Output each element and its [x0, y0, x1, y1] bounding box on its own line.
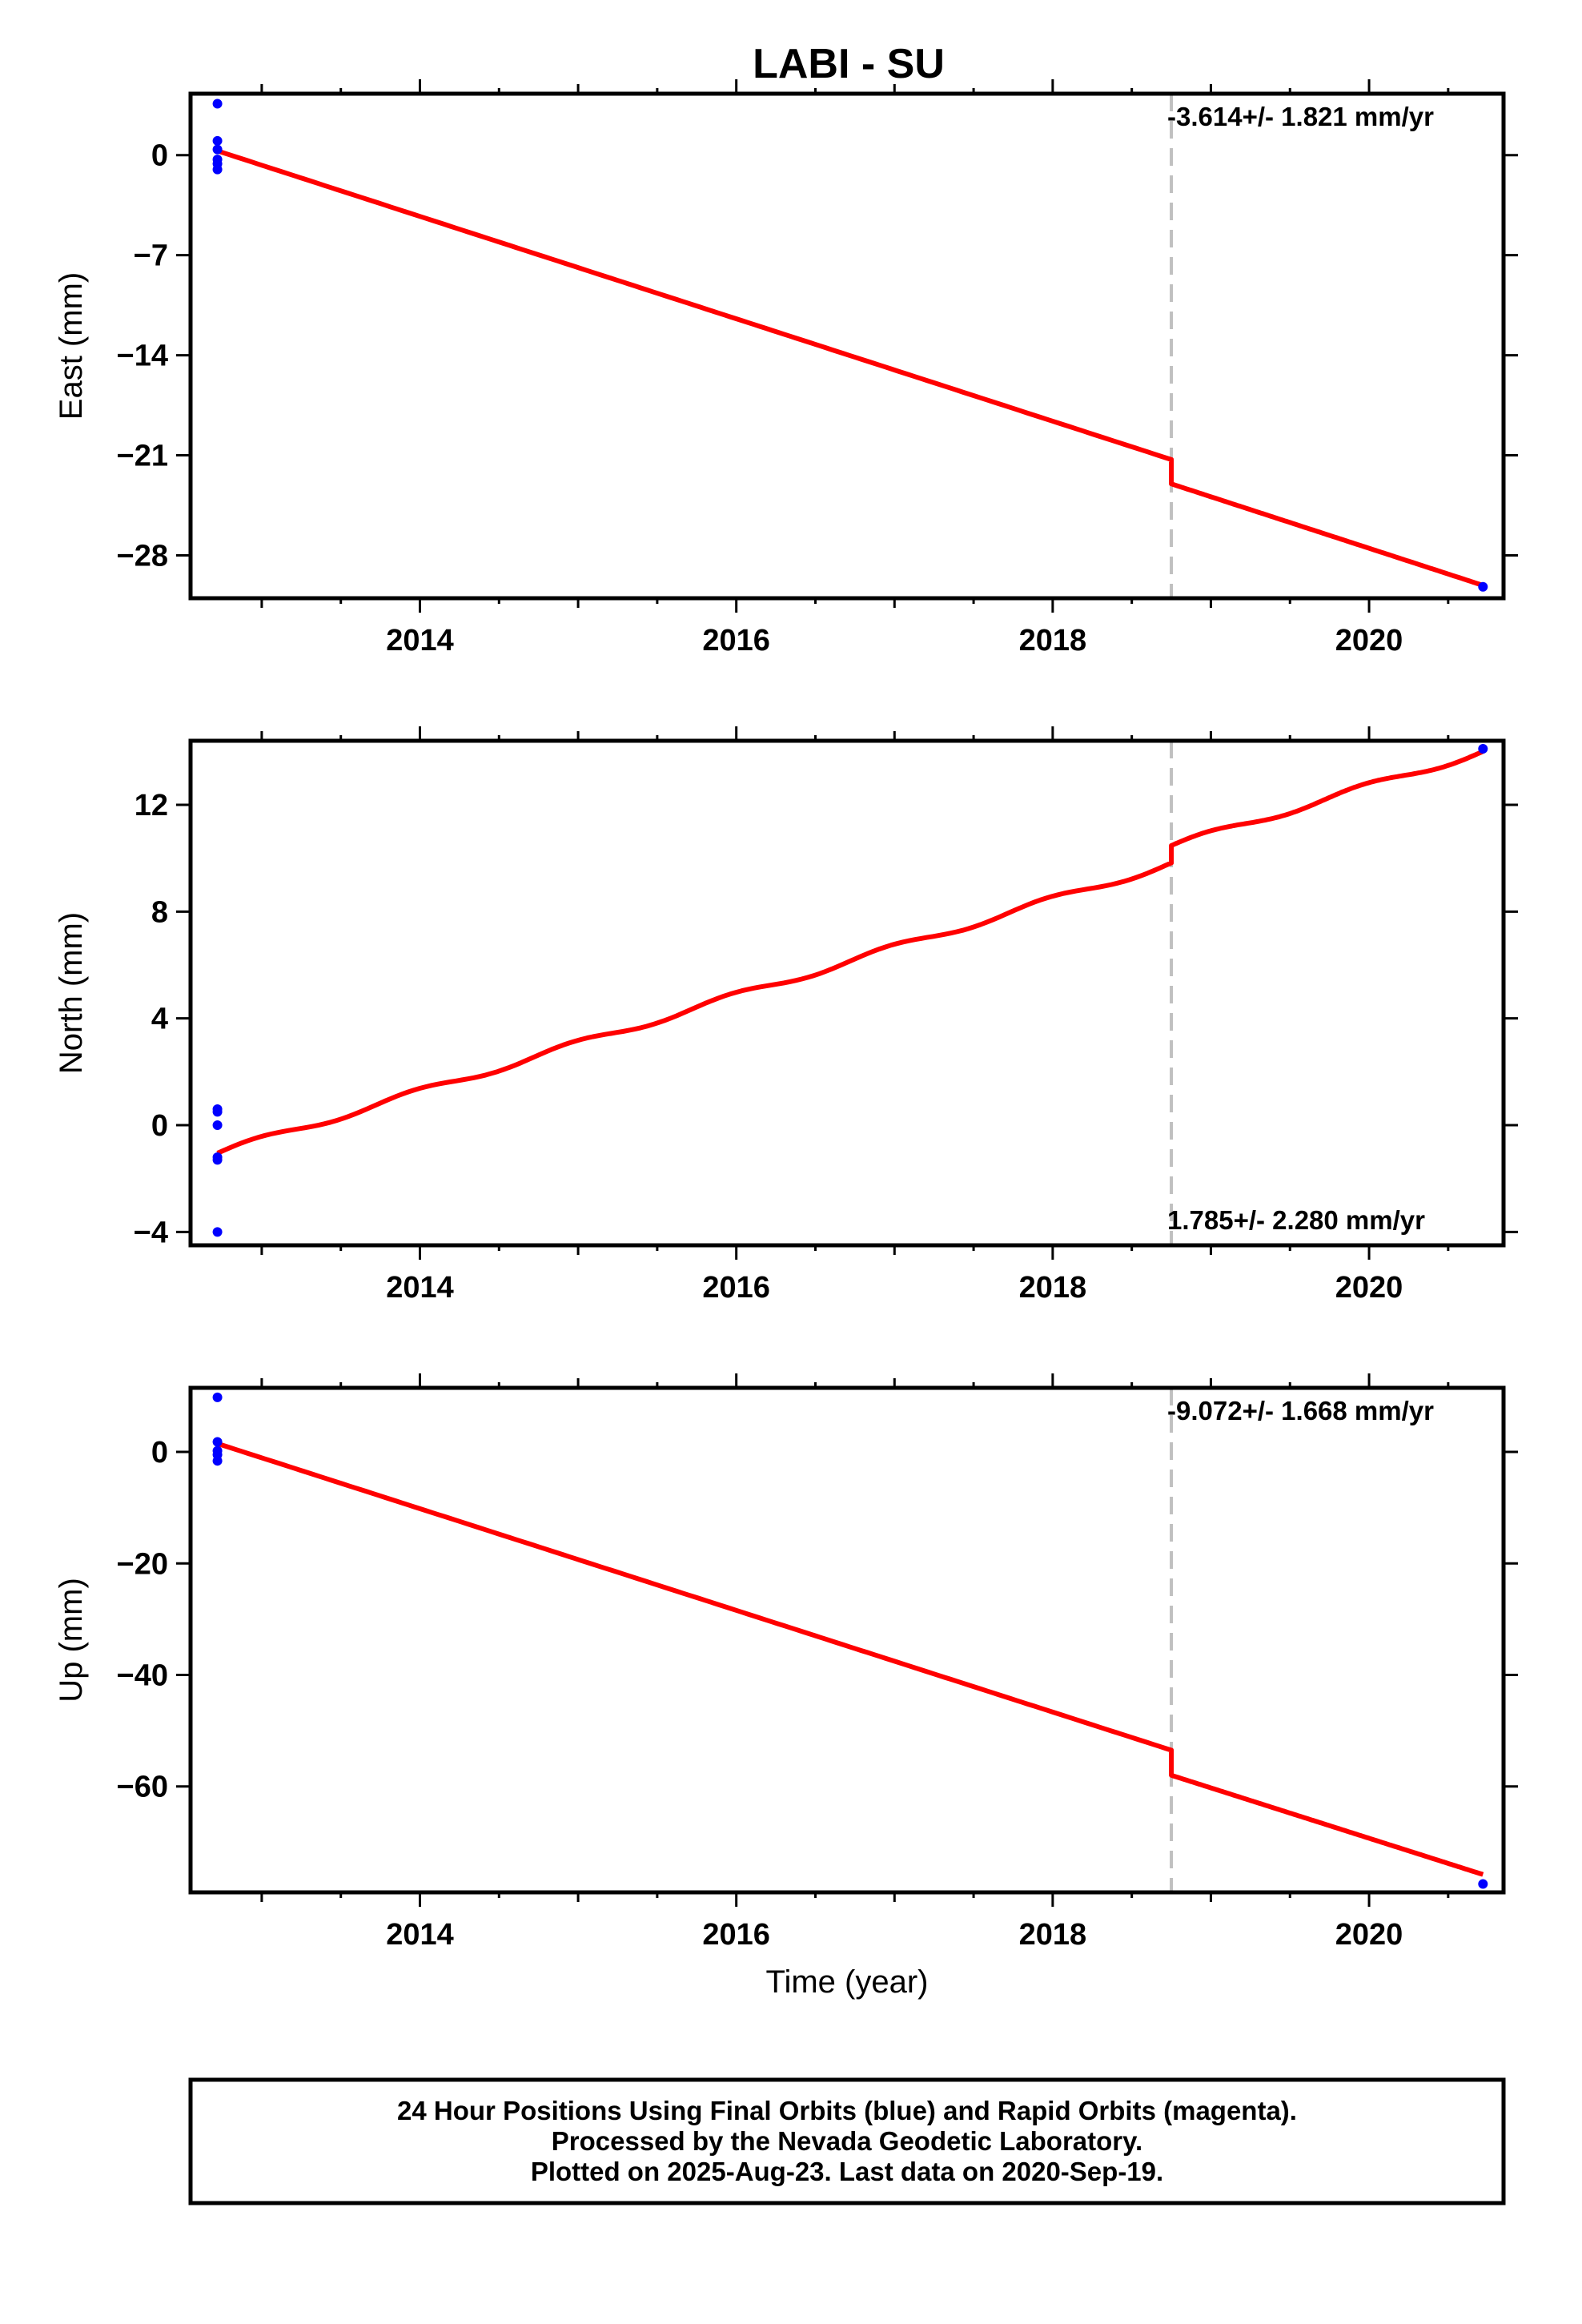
x-tick-label: 2014 — [386, 624, 454, 657]
panel-1: 2014 2016 2018 2020 0 −7 −14 −21 −28 East (mm) -3.… — [54, 79, 1518, 657]
y-tick-label: 0 — [151, 139, 168, 173]
plot-frame — [188, 1385, 1506, 1895]
y-tick-label: 4 — [151, 1003, 168, 1036]
data-point — [212, 135, 223, 146]
x-tick-label: 2016 — [702, 1918, 770, 1952]
fit-line — [216, 749, 1484, 1156]
fit-line — [216, 148, 1484, 588]
data-point — [212, 1107, 223, 1117]
chart-title: LABI - SU — [753, 41, 945, 87]
data-point — [1478, 1879, 1488, 1889]
velocity-label: 1.785+/- 2.280 mm/yr — [1167, 1205, 1425, 1235]
data-point — [212, 1456, 223, 1466]
x-tick-label: 2020 — [1335, 1918, 1403, 1952]
x-tick-label: 2020 — [1335, 624, 1403, 657]
footer-line-3: Plotted on 2025-Aug-23. Last data on 202… — [531, 2157, 1163, 2186]
plot-frame — [188, 91, 1506, 601]
y-tick-label: −14 — [117, 340, 168, 373]
y-tick-label: −4 — [134, 1216, 168, 1249]
x-tick-label: 2014 — [386, 1271, 454, 1305]
panel-2: 2014 2016 2018 2020 12 8 4 0 −4 North (mm) 1.785+/… — [54, 726, 1518, 1305]
data-point — [212, 1392, 223, 1402]
y-tick-label: −28 — [117, 539, 168, 573]
data-point — [1478, 744, 1488, 754]
y-tick-label: 0 — [151, 1109, 168, 1143]
x-tick-label: 2018 — [1019, 1271, 1087, 1305]
data-point — [212, 144, 223, 155]
data-point — [212, 1227, 223, 1237]
data-point — [212, 164, 223, 175]
panels: 2014 2016 2018 2020 0 −7 −14 −21 −28 East (mm) -3.… — [54, 79, 1518, 2000]
x-tick-label: 2014 — [386, 1918, 454, 1952]
footer-box: 24 Hour Positions Using Final Orbits (bl… — [188, 2077, 1506, 2205]
x-tick-label: 2020 — [1335, 1271, 1403, 1305]
x-tick-label: 2018 — [1019, 624, 1087, 657]
x-tick-label: 2016 — [702, 624, 770, 657]
y-axis-label: North (mm) — [54, 912, 89, 1074]
y-axis-label: East (mm) — [54, 272, 89, 420]
y-tick-label: −40 — [117, 1659, 168, 1693]
y-tick-label: 0 — [151, 1436, 168, 1470]
data-point — [1478, 581, 1488, 592]
y-axis-label: Up (mm) — [54, 1578, 89, 1703]
y-tick-label: −20 — [117, 1547, 168, 1581]
data-point — [212, 1120, 223, 1130]
footer-line-1: 24 Hour Positions Using Final Orbits (bl… — [397, 2096, 1297, 2125]
panel-3: 2014 2016 2018 2020 0 −20 −40 −60 Up (mm) Time (y… — [54, 1373, 1518, 2000]
y-tick-label: −60 — [117, 1771, 168, 1804]
footer-line-2: Processed by the Nevada Geodetic Laborat… — [552, 2126, 1142, 2156]
x-axis-label: Time (year) — [766, 1964, 929, 2000]
footer-frame — [188, 2077, 1506, 2205]
fit-line — [216, 1441, 1484, 1877]
velocity-label: -3.614+/- 1.821 mm/yr — [1167, 102, 1434, 131]
plot-frame — [188, 738, 1506, 1248]
velocity-label: -9.072+/- 1.668 mm/yr — [1167, 1396, 1434, 1425]
x-tick-label: 2018 — [1019, 1918, 1087, 1952]
y-tick-label: −7 — [134, 239, 168, 273]
y-tick-label: 12 — [135, 789, 168, 822]
data-point — [212, 99, 223, 109]
data-point — [212, 1155, 223, 1165]
data-point — [212, 1437, 223, 1447]
x-tick-label: 2016 — [702, 1271, 770, 1305]
y-tick-label: −21 — [117, 440, 168, 473]
y-tick-label: 8 — [151, 895, 168, 929]
